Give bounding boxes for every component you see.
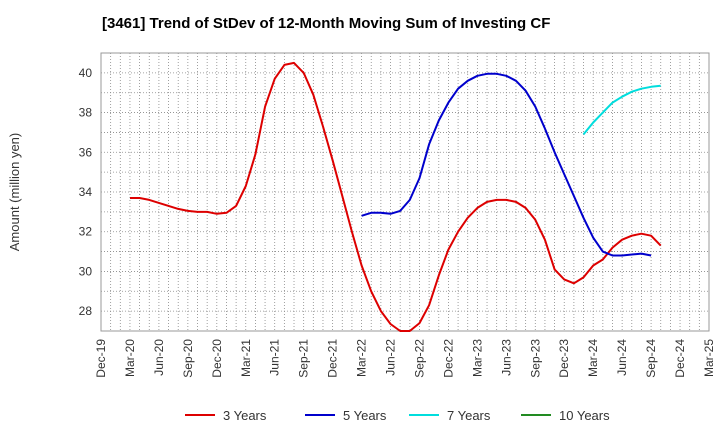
x-tick-label: Mar-25 xyxy=(702,339,716,377)
y-tick-label: 36 xyxy=(79,145,93,159)
y-axis-ticks: 28 30 32 34 36 38 40 xyxy=(79,66,93,318)
x-tick-label: Mar-20 xyxy=(123,339,137,377)
series-line xyxy=(130,61,662,332)
x-tick-label: Jun-23 xyxy=(499,339,513,376)
grid-lines xyxy=(101,53,709,331)
y-tick-label: 34 xyxy=(79,185,93,199)
x-tick-label: Mar-23 xyxy=(470,339,484,377)
x-tick-label: Sep-22 xyxy=(412,339,426,378)
x-tick-label: Sep-21 xyxy=(297,339,311,378)
x-tick-label: Sep-23 xyxy=(528,339,542,378)
y-tick-label: 28 xyxy=(79,304,93,318)
y-tick-label: 38 xyxy=(79,106,93,120)
legend-label: 5 Years xyxy=(343,408,387,423)
x-tick-label: Dec-22 xyxy=(441,339,455,378)
x-tick-label: Jun-22 xyxy=(384,339,398,376)
chart-title: [3461] Trend of StDev of 12-Month Moving… xyxy=(102,15,551,32)
x-tick-label: Dec-24 xyxy=(673,339,687,378)
x-tick-label: Dec-20 xyxy=(210,339,224,378)
legend-label: 3 Years xyxy=(223,408,267,423)
x-tick-label: Jun-21 xyxy=(268,339,282,376)
x-tick-label: Sep-20 xyxy=(181,339,195,378)
x-tick-label: Dec-19 xyxy=(94,339,108,378)
x-tick-label: Mar-22 xyxy=(355,339,369,377)
y-tick-label: 30 xyxy=(79,264,93,278)
y-axis-title: Amount (million yen) xyxy=(7,133,22,252)
x-tick-label: Mar-24 xyxy=(586,339,600,377)
x-axis-ticks: Dec-19 Mar-20 Jun-20 Sep-20 Dec-20 Mar-21 Jun-… xyxy=(94,339,716,378)
series-line xyxy=(582,84,661,136)
x-tick-label: Jun-24 xyxy=(615,339,629,376)
x-tick-label: Jun-20 xyxy=(152,339,166,376)
x-tick-label: Dec-21 xyxy=(326,339,340,378)
y-tick-label: 40 xyxy=(79,66,93,80)
x-tick-label: Dec-23 xyxy=(557,339,571,378)
x-tick-label: Mar-21 xyxy=(239,339,253,377)
legend-label: 7 Years xyxy=(447,408,491,423)
series-line xyxy=(361,72,652,257)
series-lines xyxy=(130,61,662,332)
legend: 3 Years 5 Years 7 Years 10 Years xyxy=(185,408,610,423)
x-tick-label: Sep-24 xyxy=(644,339,658,378)
legend-label: 10 Years xyxy=(559,408,610,423)
y-tick-label: 32 xyxy=(79,225,93,239)
